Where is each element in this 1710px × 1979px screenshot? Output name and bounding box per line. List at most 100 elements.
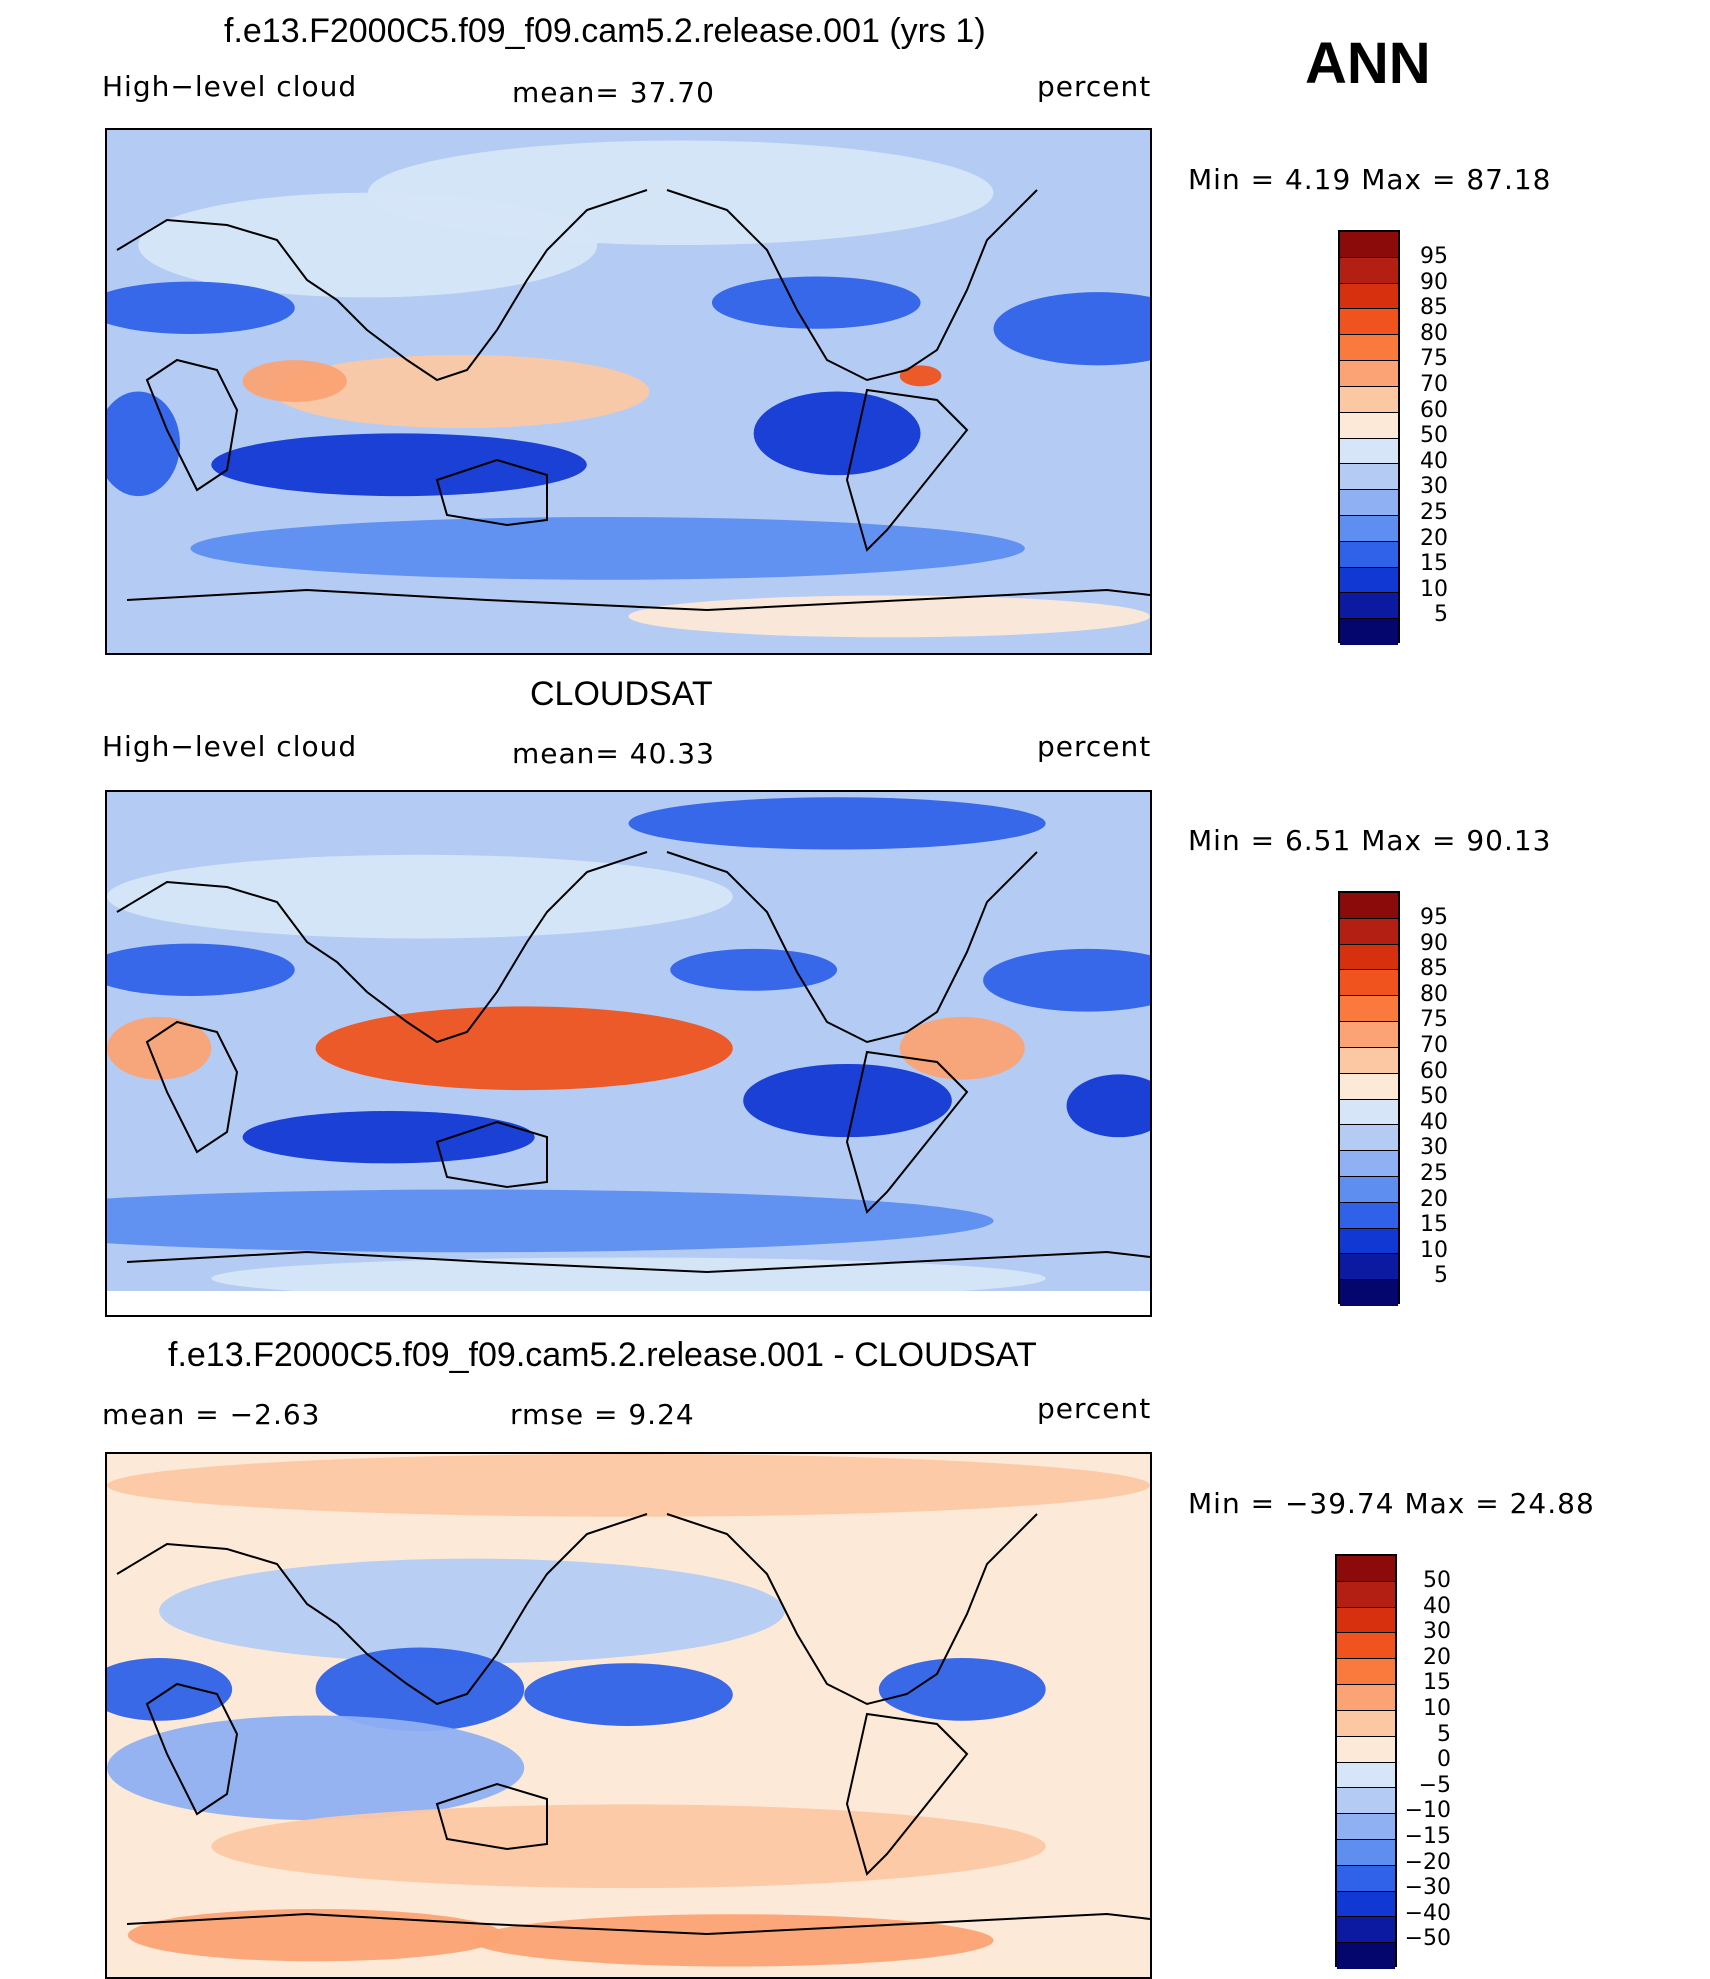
colorbar-swatch bbox=[1340, 893, 1398, 919]
colorbar-swatch bbox=[1337, 1710, 1395, 1737]
colorbar-tick-label: −40 bbox=[1404, 1900, 1451, 1926]
world-map bbox=[105, 790, 1152, 1317]
field-plot bbox=[107, 1454, 1150, 1977]
colorbar-swatch bbox=[1337, 1556, 1395, 1582]
colorbar-tick-label: −5 bbox=[1418, 1772, 1451, 1798]
colorbar-tick-label: 85 bbox=[1420, 295, 1448, 321]
colorbar-swatch bbox=[1340, 567, 1398, 594]
colorbar-tick-label: 40 bbox=[1420, 1109, 1448, 1135]
colorbar-swatch bbox=[1340, 1176, 1398, 1203]
colorbar-tick-label: 20 bbox=[1420, 1186, 1448, 1212]
colorbar-swatch bbox=[1340, 1151, 1398, 1177]
colorbar-tick-label: 15 bbox=[1420, 551, 1448, 577]
colorbar-tick-label: −20 bbox=[1404, 1849, 1451, 1875]
colorbar-tick-label: 70 bbox=[1420, 1032, 1448, 1058]
colorbar-swatch bbox=[1337, 1839, 1395, 1866]
colorbar-tick-label: 5 bbox=[1434, 602, 1448, 628]
mean-label: mean = −2.63 bbox=[102, 1398, 321, 1431]
colorbar-tick-label: −30 bbox=[1404, 1875, 1451, 1901]
colorbar-tick-labels: 95 90 85 80 75 70 60 50 40 30 25 20 15 10 5 bbox=[1402, 244, 1448, 628]
colorbar-swatch bbox=[1340, 283, 1398, 310]
colorbar-tick-label: 50 bbox=[1420, 423, 1448, 449]
units-label: percent bbox=[1037, 1392, 1152, 1425]
season-label: ANN bbox=[1305, 31, 1431, 96]
colorbar-swatch bbox=[1340, 1280, 1398, 1306]
colorbar-swatch bbox=[1340, 335, 1398, 362]
colorbar-swatch bbox=[1340, 386, 1398, 413]
colorbar-swatch bbox=[1340, 918, 1398, 945]
colorbar-tick-label: 70 bbox=[1420, 371, 1448, 397]
colorbar-swatch bbox=[1340, 944, 1398, 971]
colorbar-tick-label: 95 bbox=[1420, 244, 1448, 269]
min-max-label: Min = 4.19 Max = 87.18 bbox=[1188, 163, 1552, 196]
colorbar-swatch bbox=[1337, 1659, 1395, 1686]
colorbar-swatch bbox=[1337, 1685, 1395, 1711]
colorbar-swatch bbox=[1337, 1891, 1395, 1918]
mean-label: mean= 37.70 bbox=[512, 76, 715, 109]
colorbar-tick-label: 80 bbox=[1420, 320, 1448, 346]
field-plot bbox=[107, 130, 1150, 653]
colorbar-swatch bbox=[1340, 232, 1398, 258]
units-label: percent bbox=[1037, 70, 1152, 103]
colorbar-tick-label: 20 bbox=[1423, 1644, 1451, 1670]
colorbar-swatch bbox=[1337, 1736, 1395, 1763]
units-label: percent bbox=[1037, 730, 1152, 763]
world-map bbox=[105, 1452, 1152, 1979]
colorbar-tick-label: −15 bbox=[1404, 1823, 1451, 1849]
colorbar-swatch bbox=[1340, 361, 1398, 387]
rmse-label: rmse = 9.24 bbox=[510, 1398, 695, 1431]
colorbar-tick-label: −10 bbox=[1404, 1798, 1451, 1824]
colorbar-swatch bbox=[1337, 1865, 1395, 1892]
min-max-label: Min = 6.51 Max = 90.13 bbox=[1188, 824, 1552, 857]
min-max-label: Min = −39.74 Max = 24.88 bbox=[1188, 1487, 1595, 1520]
colorbar-tick-label: 50 bbox=[1423, 1568, 1451, 1593]
colorbar-tick-labels: 95 90 85 80 75 70 60 50 40 30 25 20 15 10 5 bbox=[1402, 905, 1448, 1289]
colorbar-swatch bbox=[1340, 309, 1398, 336]
colorbar-tick-label: 40 bbox=[1423, 1593, 1451, 1619]
colorbar-swatch bbox=[1340, 257, 1398, 284]
colorbar-swatch bbox=[1340, 1125, 1398, 1152]
colorbar-swatch bbox=[1340, 412, 1398, 439]
colorbar-swatch bbox=[1337, 1814, 1395, 1840]
colorbar-tick-label: 20 bbox=[1420, 525, 1448, 551]
colorbar-swatch bbox=[1340, 438, 1398, 465]
colorbar-tick-label: 40 bbox=[1420, 448, 1448, 474]
colorbar-swatch bbox=[1340, 1254, 1398, 1281]
panel-title: f.e13.F2000C5.f09_f09.cam5.2.release.001… bbox=[168, 1336, 1037, 1374]
colorbar-swatch bbox=[1337, 1633, 1395, 1660]
colorbar-tick-label: 75 bbox=[1420, 1007, 1448, 1033]
colorbar-swatch bbox=[1340, 515, 1398, 542]
colorbar-swatch bbox=[1337, 1762, 1395, 1789]
colorbar-swatch bbox=[1340, 464, 1398, 491]
colorbar-tick-label: 30 bbox=[1423, 1619, 1451, 1645]
colorbar-swatch bbox=[1337, 1788, 1395, 1815]
colorbar-swatch bbox=[1340, 619, 1398, 645]
colorbar-swatch bbox=[1337, 1607, 1395, 1634]
colorbar bbox=[1338, 891, 1400, 1306]
colorbar-tick-label: 60 bbox=[1420, 1058, 1448, 1084]
colorbar-tick-label: 10 bbox=[1420, 576, 1448, 602]
field-plot bbox=[107, 792, 1150, 1315]
colorbar bbox=[1335, 1554, 1397, 1969]
colorbar-tick-label: 15 bbox=[1423, 1670, 1451, 1696]
colorbar-tick-label: 15 bbox=[1420, 1212, 1448, 1238]
colorbar-tick-label: 80 bbox=[1420, 981, 1448, 1007]
colorbar-swatch bbox=[1340, 541, 1398, 568]
colorbar-tick-label: 25 bbox=[1420, 1160, 1448, 1186]
colorbar-swatch bbox=[1337, 1581, 1395, 1608]
colorbar-swatch bbox=[1340, 1047, 1398, 1074]
colorbar-tick-label: 30 bbox=[1420, 1135, 1448, 1161]
colorbar-swatch bbox=[1340, 593, 1398, 620]
colorbar-tick-label: 10 bbox=[1420, 1237, 1448, 1263]
colorbar-swatch bbox=[1337, 1917, 1395, 1944]
colorbar-tick-label: 90 bbox=[1420, 930, 1448, 956]
colorbar-tick-label: 30 bbox=[1420, 474, 1448, 500]
colorbar bbox=[1338, 230, 1400, 645]
world-map bbox=[105, 128, 1152, 655]
colorbar-tick-label: 90 bbox=[1420, 269, 1448, 295]
colorbar-swatch bbox=[1340, 490, 1398, 516]
colorbar-tick-label: 60 bbox=[1420, 397, 1448, 423]
colorbar-tick-label: 0 bbox=[1437, 1747, 1451, 1773]
colorbar-swatch bbox=[1340, 970, 1398, 997]
colorbar-tick-label: −50 bbox=[1404, 1926, 1451, 1952]
